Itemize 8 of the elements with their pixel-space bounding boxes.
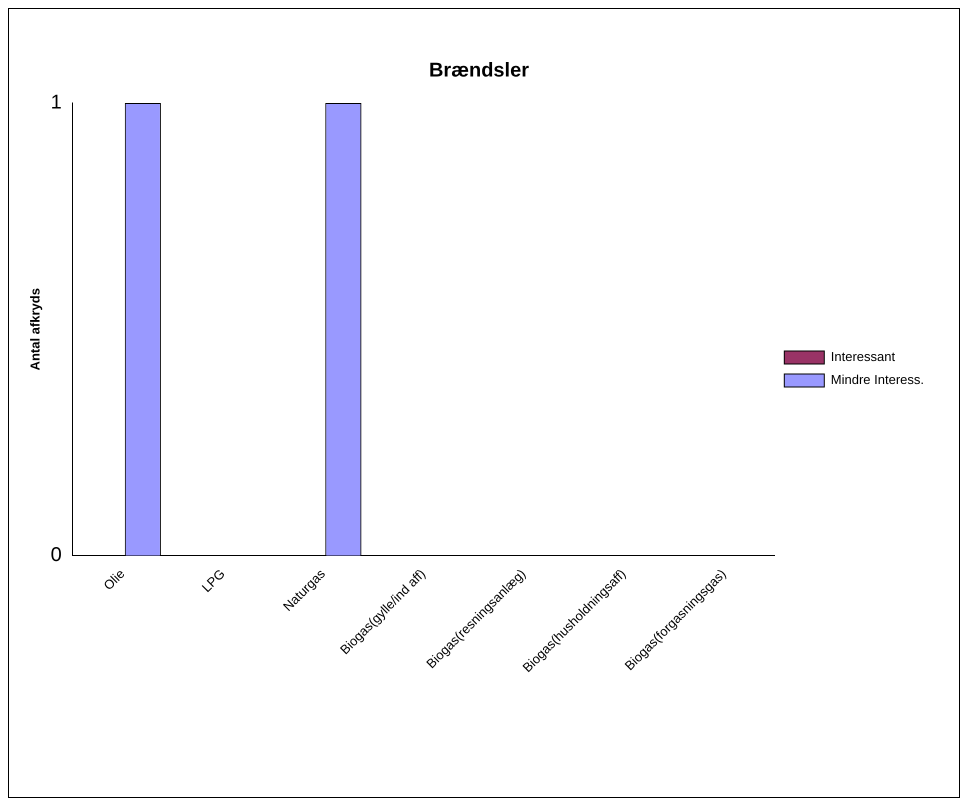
legend-label: Mindre Interess. [830, 372, 924, 388]
y-tick-label: 0 [50, 544, 62, 566]
chart-title: Brændsler [428, 60, 530, 82]
x-tick-label: Olie [100, 566, 128, 594]
x-tick-label: LPG [198, 566, 228, 596]
y-axis-title: Antal afkryds [27, 288, 42, 370]
legend-label: Interessant [830, 349, 896, 364]
y-tick-label: 1 [50, 92, 62, 114]
